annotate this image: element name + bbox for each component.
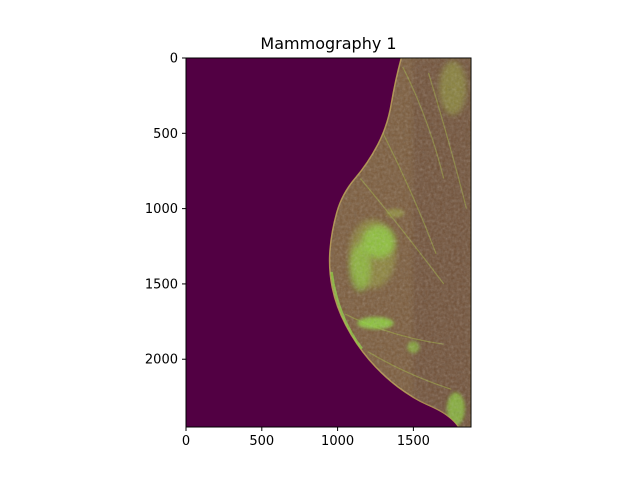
- y-tick-label: 0: [170, 52, 178, 67]
- y-tick-label: 500: [153, 127, 178, 142]
- x-tick-label: 500: [249, 434, 274, 449]
- chart-title: Mammography 1: [260, 34, 396, 53]
- mammogram-image: [186, 58, 471, 427]
- x-tick-label: 1000: [321, 434, 354, 449]
- y-tick-label: 1500: [145, 277, 178, 292]
- y-axis: 0 500 1000 1500 2000: [145, 52, 186, 368]
- x-axis: 0 500 1000 1500: [182, 427, 430, 449]
- x-tick-label: 0: [182, 434, 190, 449]
- y-tick-label: 2000: [145, 353, 178, 368]
- axes-frame: [185, 57, 472, 428]
- x-tick-label: 1500: [397, 434, 430, 449]
- y-tick-label: 1000: [145, 202, 178, 217]
